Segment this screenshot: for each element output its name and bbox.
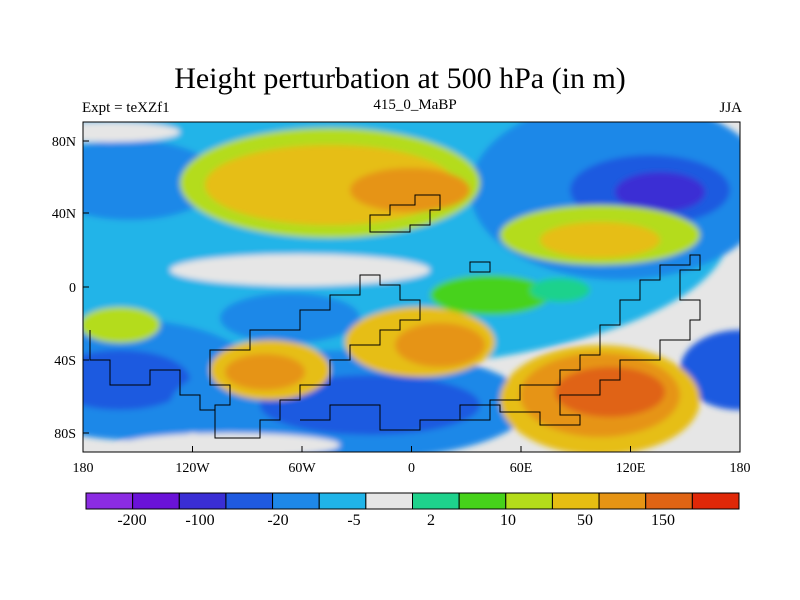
- y-tick-label: 80N: [52, 135, 76, 150]
- colorbar-swatch: [598, 492, 647, 510]
- colorbar-swatch: [505, 492, 553, 510]
- colorbar-label: -20: [267, 512, 288, 529]
- colorbar-swatch: [272, 492, 320, 510]
- island-outline: [469, 261, 491, 273]
- y-tick-label: 40S: [54, 354, 76, 369]
- x-tick-label: 180: [730, 461, 751, 476]
- colorbar-label: 50: [577, 512, 593, 529]
- chart-title: Height perturbation at 500 hPa (in m): [174, 62, 626, 95]
- colorbar-swatch: [365, 492, 414, 510]
- colorbar-swatch: [691, 492, 740, 510]
- colorbar-label: 2: [427, 512, 435, 529]
- y-tick-label: 40N: [52, 207, 76, 222]
- x-tick-label: 180: [73, 461, 94, 476]
- x-tick-label: 120E: [616, 461, 646, 476]
- colorbar-swatch: [225, 492, 274, 510]
- map-area: [83, 122, 740, 452]
- america-outline: [209, 274, 421, 439]
- coastlines: [89, 194, 701, 439]
- y-tick-label: 80S: [54, 427, 76, 442]
- colorbar-label: 10: [500, 512, 516, 529]
- colorbar-label: -5: [347, 512, 360, 529]
- x-tick-label: 60W: [288, 461, 316, 476]
- x-tick-label: 60E: [510, 461, 533, 476]
- experiment-label: Expt = teXZf1: [82, 100, 170, 116]
- colorbar-swatch: [412, 492, 460, 510]
- colorbar-label: -100: [185, 512, 214, 529]
- colorbar-swatch: [551, 492, 600, 510]
- y-tick-label: 0: [69, 281, 76, 296]
- x-axis: 180 120W 60W 0 60E 120E 180: [73, 446, 751, 476]
- x-tick-label: 120W: [175, 461, 210, 476]
- colorbar-swatch: [132, 492, 180, 510]
- colorbar-swatch: [318, 492, 367, 510]
- colorbar: -200 -100 -20 -5 2 10 50 150: [85, 492, 740, 529]
- colorbar-swatch: [85, 492, 134, 510]
- y-axis: 80N 40N 0 40S 80S: [52, 135, 89, 442]
- coast-south-outline: [300, 254, 701, 431]
- colorbar-label: -200: [117, 512, 146, 529]
- coast-west-outline: [89, 330, 215, 411]
- colorbar-swatch: [645, 492, 693, 510]
- run-label: 415_0_MaBP: [373, 97, 457, 113]
- colorbar-swatch: [458, 492, 507, 510]
- x-tick-label: 0: [408, 461, 415, 476]
- colorbar-label: 150: [651, 512, 675, 529]
- europe-outline: [369, 194, 441, 233]
- season-label: JJA: [719, 100, 742, 116]
- colorbar-swatch: [178, 492, 227, 510]
